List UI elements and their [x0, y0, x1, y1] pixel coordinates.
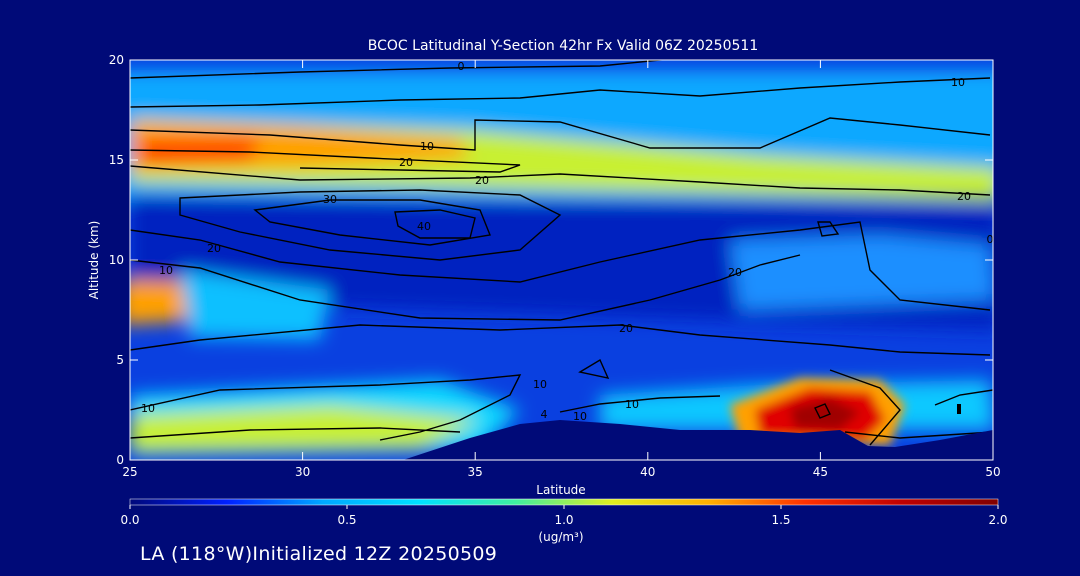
contour-line — [130, 60, 668, 79]
y-tick-label: 5 — [116, 353, 124, 367]
contour-label: 0 — [458, 60, 465, 73]
contour-line — [130, 77, 991, 108]
contour-line — [817, 221, 840, 237]
contour-label: 20 — [619, 322, 633, 335]
x-tick-label: 35 — [468, 465, 483, 479]
colorbar-tick-label: 0.5 — [337, 513, 356, 527]
contour-line — [130, 254, 801, 321]
contour-label: 20 — [728, 266, 742, 279]
colorbar-units: (ug/m³) — [538, 530, 583, 544]
chart-title: BCOC Latitudinal Y-Section 42hr Fx Valid… — [368, 38, 758, 54]
contour-label: 20 — [475, 174, 489, 187]
contour-line — [394, 209, 476, 239]
contour-label: 20 — [957, 190, 971, 203]
contour-line — [130, 221, 991, 311]
x-tick-label: 30 — [295, 465, 310, 479]
contour-label: 10 — [951, 76, 965, 89]
x-tick-label: 25 — [122, 465, 137, 479]
y-tick-label: 20 — [109, 53, 124, 67]
contour-label: 4 — [541, 408, 548, 421]
colorbar-ticks: 0.0 0.5 1.0 1.5 2.0 — [120, 505, 1008, 527]
contour-label: 0 — [987, 233, 994, 246]
colorbar-tick-label: 1.5 — [771, 513, 790, 527]
colorbar-tick-label: 2.0 — [988, 513, 1007, 527]
contour-line — [844, 431, 993, 439]
contour-line — [578, 358, 610, 379]
x-tick-label: 45 — [813, 465, 828, 479]
y-tick-label: 0 — [116, 453, 124, 467]
contour-line — [179, 189, 562, 261]
contour-line — [130, 374, 522, 441]
contour-line — [814, 403, 831, 419]
contour-label: 10 — [159, 264, 173, 277]
colorbar-tick-label: 0.0 — [120, 513, 139, 527]
x-axis-label: Latitude — [536, 483, 585, 497]
x-tick-label: 50 — [985, 465, 1000, 479]
y-axis-label: Altitude (km) — [87, 221, 101, 300]
contour-label: 10 — [420, 140, 434, 153]
contour-label: 20 — [399, 156, 413, 169]
contour-label: 10 — [141, 402, 155, 415]
contour-label: 30 — [323, 193, 337, 206]
contour-line — [130, 427, 461, 439]
colorbar — [129, 498, 999, 506]
contour-line — [130, 324, 991, 356]
contour-line — [829, 369, 901, 446]
y-tick-label: 15 — [109, 153, 124, 167]
hotspot-darkred — [790, 398, 860, 430]
footer-info: LA (118°W)Initialized 12Z 20250509 — [140, 543, 498, 565]
colorbar-tick-label: 1.0 — [554, 513, 573, 527]
contour-line — [130, 117, 991, 151]
contour-lines — [130, 60, 993, 446]
contour-label: 40 — [417, 220, 431, 233]
plot-area: 01010202020203040201020101010041010 — [130, 60, 994, 460]
contour-label: 20 — [207, 242, 221, 255]
right-mid-cyan — [730, 235, 993, 310]
contour-label: 10 — [573, 410, 587, 423]
contour-line — [934, 389, 993, 406]
contour-line — [130, 149, 521, 173]
contour-line — [130, 165, 991, 196]
contour-label: 10 — [533, 378, 547, 391]
mid-cyan-patch — [180, 270, 330, 340]
terrain — [403, 420, 993, 460]
hotspot-field — [730, 378, 905, 445]
contour-line — [253, 199, 491, 246]
y-tick-label: 10 — [109, 253, 124, 267]
contour-label: 10 — [625, 398, 639, 411]
contour-line — [559, 395, 721, 413]
x-tick-label: 40 — [640, 465, 655, 479]
black-marker — [957, 404, 961, 414]
